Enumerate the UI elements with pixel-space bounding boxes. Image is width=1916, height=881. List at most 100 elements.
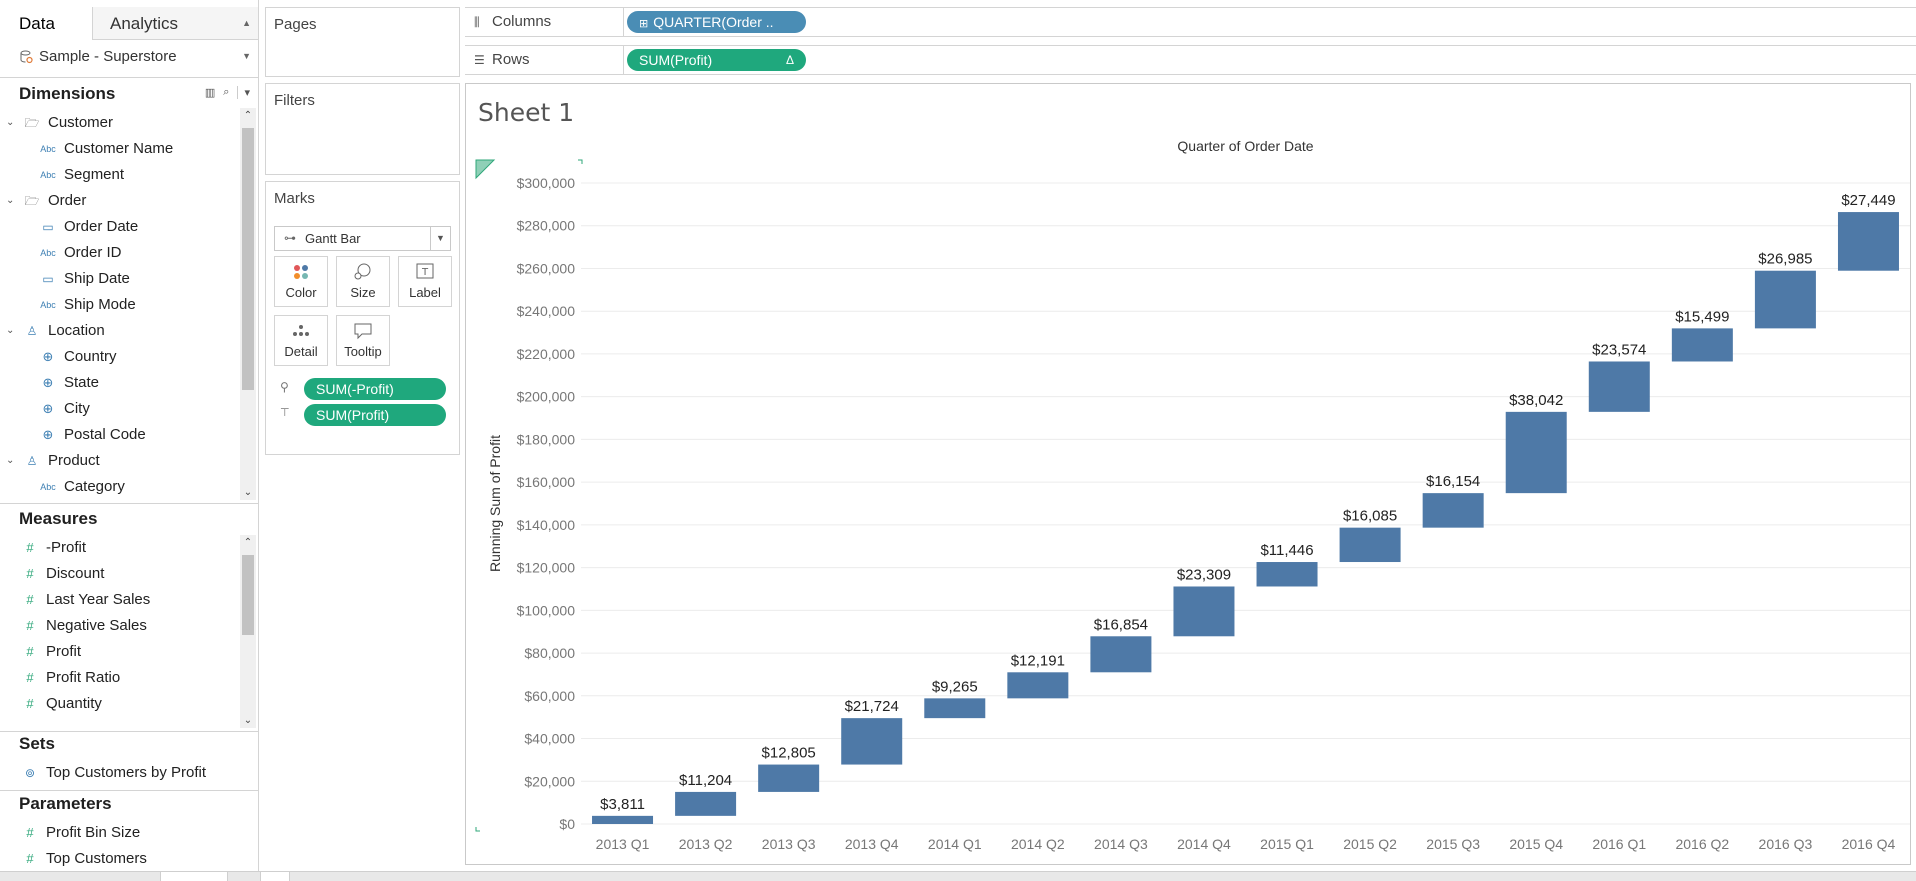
measure-field[interactable]: # -Profit (20, 535, 86, 561)
dim-field-order-date[interactable]: ▭ Order Date (38, 214, 138, 240)
tooltip-label: Tooltip (344, 344, 382, 359)
dimensions-scroll-thumb[interactable] (242, 128, 254, 390)
collapse-icon[interactable]: ⌄ (6, 195, 15, 206)
bar-data-label: $9,265 (932, 678, 978, 695)
columns-label: ⫼ Columns (465, 8, 624, 36)
waterfall-bar (1837, 212, 1899, 271)
field-label: Country (64, 348, 117, 365)
sheet-tab[interactable] (260, 872, 290, 881)
y-tick-label: $60,000 (524, 688, 575, 704)
waterfall-bar (841, 718, 903, 765)
collapse-icon[interactable]: ⌄ (6, 455, 15, 466)
size-small-icon: ⚲ (280, 380, 289, 394)
dim-field-order-id[interactable]: Abc Order ID (38, 240, 122, 266)
marks-pill-label[interactable]: SUM(Profit) (304, 404, 446, 426)
columns-pill-quarter[interactable]: ⊞ QUARTER(Order .. (627, 11, 806, 33)
filters-title: Filters (274, 92, 315, 109)
y-tick-label: $120,000 (517, 560, 576, 576)
dim-field-customer-name[interactable]: Abc Customer Name (38, 136, 173, 162)
view-grid-icon[interactable]: ▥ (204, 87, 216, 99)
datasource-icon (20, 50, 33, 63)
measure-field[interactable]: # Profit (20, 639, 81, 665)
parameter-field[interactable]: # Top Customers (20, 846, 147, 871)
measure-field[interactable]: # Quantity (20, 691, 102, 717)
dim-field-state[interactable]: ⊕ State (38, 370, 99, 396)
dim-field-ship-date[interactable]: ▭ Ship Date (38, 266, 130, 292)
tab-data[interactable]: Data (0, 7, 93, 40)
x-axis-title: Quarter of Order Date (1177, 138, 1313, 154)
measures-title: Measures (19, 509, 98, 528)
waterfall-bar (1588, 361, 1650, 412)
dimensions-scrollbar[interactable]: ⌃ ⌄ (240, 108, 256, 500)
dim-field-category[interactable]: Abc Category (38, 474, 125, 500)
dim-field-postal-code[interactable]: ⊕ Postal Code (38, 422, 146, 448)
tab-data-label: Data (19, 14, 55, 33)
collapse-icon[interactable]: ⌄ (6, 325, 15, 336)
set-field[interactable]: ⊚ Top Customers by Profit (20, 760, 206, 786)
scroll-up-icon[interactable]: ⌃ (243, 537, 253, 548)
table-calc-delta-icon: Δ (785, 53, 794, 67)
tab-analytics-label: Analytics (110, 14, 179, 33)
expand-icon[interactable]: ⊞ (639, 18, 649, 30)
measures-scroll-thumb[interactable] (242, 555, 254, 635)
y-tick-label: $220,000 (517, 346, 576, 362)
field-label: Quantity (46, 695, 102, 712)
tooltip-button[interactable]: Tooltip (336, 315, 390, 366)
size-icon (337, 257, 389, 285)
dim-hierarchy-location[interactable]: ⌄ ♙ Location (6, 318, 105, 344)
search-icon[interactable]: ⌕ (223, 86, 230, 98)
scroll-down-icon[interactable]: ⌄ (243, 487, 253, 498)
color-button[interactable]: Color (274, 256, 328, 307)
mark-type-dropdown[interactable]: ⊶ Gantt Bar ▼ (274, 226, 451, 251)
waterfall-bar (924, 698, 986, 719)
dim-field-country[interactable]: ⊕ Country (38, 344, 117, 370)
field-label: Customer Name (64, 140, 174, 157)
x-tick-label: 2014 Q4 (1177, 836, 1231, 852)
globe-icon: ⊕ (42, 401, 54, 416)
measure-field[interactable]: # Negative Sales (20, 613, 147, 639)
scroll-down-icon[interactable]: ⌄ (243, 715, 253, 726)
y-tick-label: $280,000 (517, 218, 576, 234)
sheet-tab[interactable] (160, 872, 228, 881)
rows-shelf[interactable]: ☰ Rows SUM(Profit) Δ (465, 45, 1916, 75)
dim-folder-customer[interactable]: ⌄ 🗁 Customer (6, 110, 113, 136)
tab-menu-icon[interactable]: ▲ ▼ (242, 18, 251, 61)
measures-scrollbar[interactable]: ⌃ ⌄ (240, 535, 256, 728)
tab-analytics[interactable]: Analytics ▲ ▼ (93, 7, 258, 61)
dim-field-ship-mode[interactable]: Abc Ship Mode (38, 292, 135, 318)
dim-field-segment[interactable]: Abc Segment (38, 162, 124, 188)
waterfall-bar (1090, 636, 1152, 673)
pill-label: SUM(-Profit) (316, 381, 394, 397)
marks-pill-size[interactable]: SUM(-Profit) (304, 378, 446, 400)
label-button[interactable]: T Label (398, 256, 452, 307)
dim-hierarchy-product[interactable]: ⌄ ♙ Product (6, 448, 100, 474)
filters-card[interactable]: Filters (265, 83, 460, 175)
field-label: Order Date (64, 218, 139, 235)
detail-button[interactable]: Detail (274, 315, 328, 366)
datasource[interactable]: Sample - Superstore (20, 48, 177, 65)
collapse-icon[interactable]: ⌄ (6, 117, 15, 128)
measure-field[interactable]: # Last Year Sales (20, 587, 150, 613)
dim-field-city[interactable]: ⊕ City (38, 396, 90, 422)
waterfall-bar (675, 791, 737, 816)
size-button[interactable]: Size (336, 256, 390, 307)
scroll-up-icon[interactable]: ⌃ (243, 110, 253, 121)
sheet-title[interactable]: Sheet 1 (478, 98, 575, 127)
label-label: Label (409, 285, 441, 300)
chevron-down-icon[interactable]: ▼ (430, 227, 450, 250)
measure-calc-icon: # (26, 670, 34, 685)
corner-mark (475, 827, 480, 832)
dim-folder-order[interactable]: ⌄ 🗁 Order (6, 188, 86, 214)
pages-card[interactable]: Pages (265, 7, 460, 77)
rows-pill-profit[interactable]: SUM(Profit) Δ (627, 49, 806, 71)
parameter-field[interactable]: # Profit Bin Size (20, 820, 140, 846)
pill-label: QUARTER(Order .. (653, 14, 774, 30)
columns-shelf[interactable]: ⫼ Columns ⊞ QUARTER(Order .. (465, 7, 1916, 37)
measure-field[interactable]: # Discount (20, 561, 104, 587)
measure-field[interactable]: # Profit Ratio (20, 665, 120, 691)
x-tick-label: 2014 Q1 (928, 836, 982, 852)
field-label: Location (48, 322, 105, 339)
color-label: Color (285, 285, 317, 300)
dimensions-menu-icon[interactable]: ▾ (237, 86, 250, 99)
field-label: Order ID (64, 244, 122, 261)
